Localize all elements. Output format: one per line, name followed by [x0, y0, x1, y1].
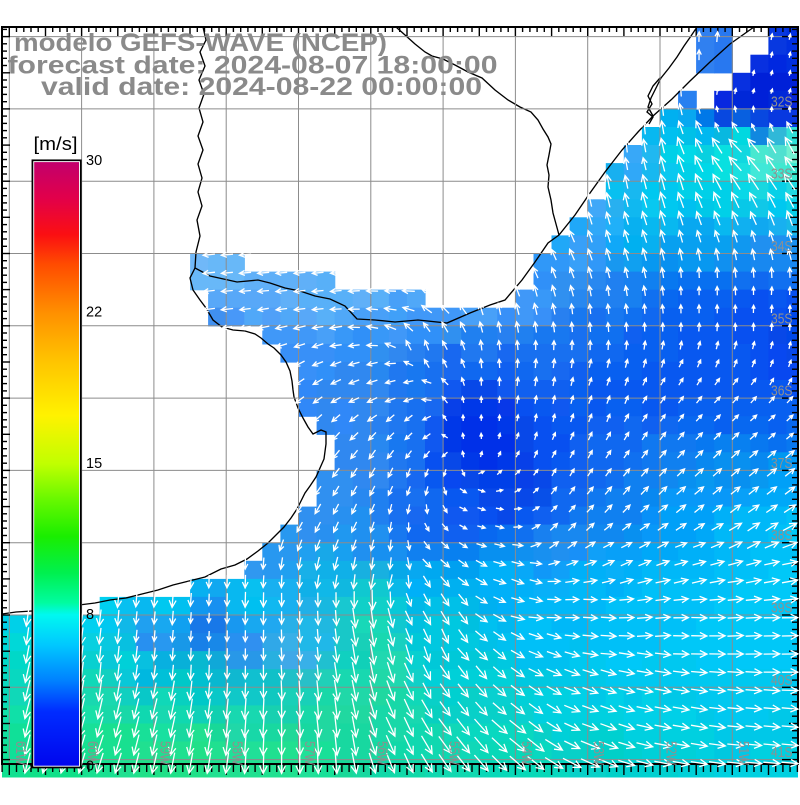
svg-text:[m/s]: [m/s] — [34, 134, 78, 154]
svg-text:22: 22 — [86, 305, 102, 321]
svg-text:60W: 60W — [84, 741, 100, 765]
svg-text:32S: 32S — [771, 94, 793, 110]
svg-text:61W: 61W — [12, 741, 28, 765]
svg-text:55W: 55W — [446, 741, 462, 765]
svg-text:57W: 57W — [301, 741, 317, 765]
svg-text:forecast date: 2024-08-07 18:0: forecast date: 2024-08-07 18:00:00 — [8, 52, 498, 80]
svg-text:33S: 33S — [771, 167, 793, 183]
svg-text:54W: 54W — [518, 741, 534, 765]
svg-text:valid date: 2024-08-22 00:00:0: valid date: 2024-08-22 00:00:00 — [41, 73, 482, 101]
svg-text:0: 0 — [86, 759, 94, 775]
svg-text:38S: 38S — [771, 528, 793, 544]
svg-text:41S: 41S — [771, 745, 793, 761]
svg-text:35S: 35S — [771, 311, 793, 327]
svg-text:37S: 37S — [771, 456, 793, 472]
svg-text:39S: 39S — [771, 601, 793, 617]
svg-text:59W: 59W — [156, 741, 172, 765]
svg-text:58W: 58W — [229, 741, 245, 765]
svg-text:34S: 34S — [771, 239, 793, 255]
svg-text:52W: 52W — [663, 741, 679, 765]
svg-text:56W: 56W — [373, 741, 389, 765]
svg-text:15: 15 — [86, 456, 102, 472]
svg-text:36S: 36S — [771, 384, 793, 400]
svg-text:8: 8 — [86, 607, 94, 623]
svg-text:53W: 53W — [590, 741, 606, 765]
svg-text:30: 30 — [86, 153, 102, 169]
svg-text:40S: 40S — [771, 673, 793, 689]
svg-text:51W: 51W — [735, 741, 751, 765]
svg-text:modelo GEFS-WAVE (NCEP): modelo GEFS-WAVE (NCEP) — [14, 29, 387, 57]
